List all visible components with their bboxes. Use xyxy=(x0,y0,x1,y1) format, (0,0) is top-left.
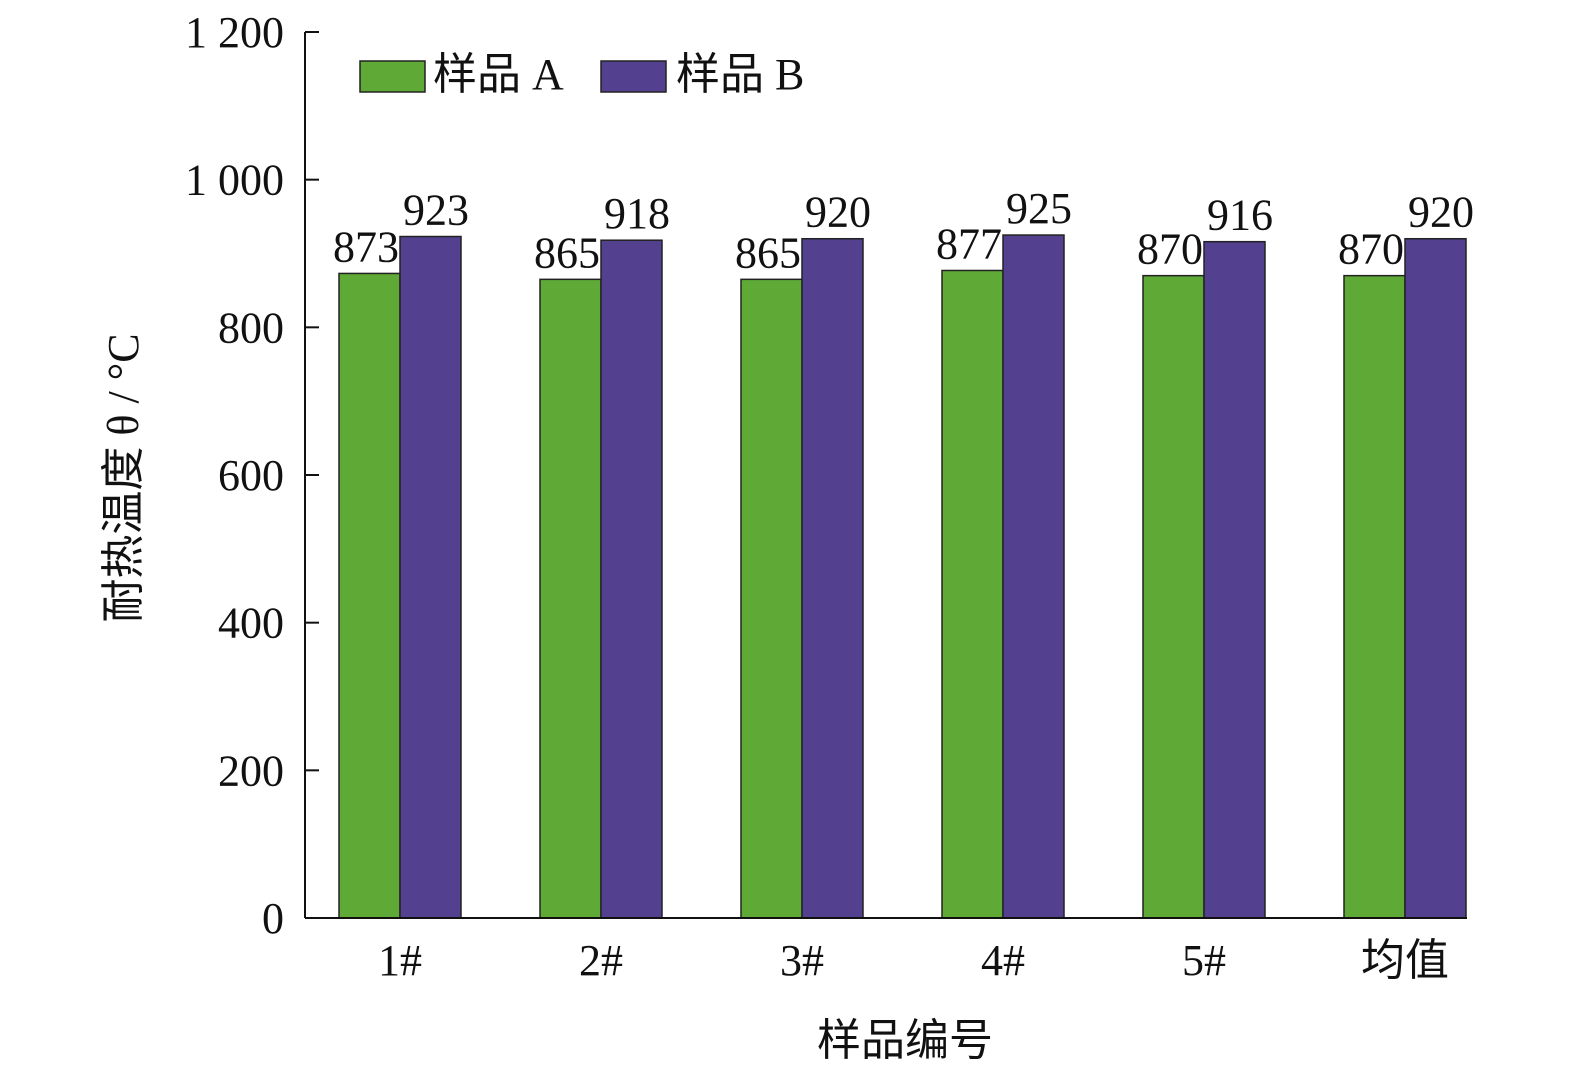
bar-sample-a xyxy=(1142,274,1205,919)
bar-sample-b xyxy=(1404,237,1467,919)
x-tick-label: 3# xyxy=(780,936,824,985)
bar-data-label: 918 xyxy=(604,189,670,238)
x-tick-label: 5# xyxy=(1182,936,1226,985)
bar-sample-b xyxy=(1203,240,1266,919)
y-axis-title: 耐热温度 θ / °C xyxy=(99,333,148,622)
bar-data-label: 873 xyxy=(333,222,399,271)
bar-sample-a xyxy=(338,272,401,919)
legend-label: 样品 B xyxy=(676,50,804,99)
bar-sample-b xyxy=(801,237,864,919)
bar-sample-b xyxy=(399,235,462,919)
bars-layer xyxy=(338,234,1467,919)
bar-data-label: 916 xyxy=(1207,191,1273,240)
bar-sample-a xyxy=(941,269,1004,919)
y-tick-label: 1 200 xyxy=(185,8,284,57)
legend-swatch xyxy=(359,60,426,93)
legend-label: 样品 A xyxy=(433,50,564,99)
bar-sample-a xyxy=(1343,274,1406,919)
x-ticks: 1# 2# 3# 4# 5# 均值 xyxy=(378,936,1449,985)
y-tick-label: 400 xyxy=(218,599,284,648)
bar-data-label: 920 xyxy=(1408,188,1474,237)
bar-sample-a xyxy=(740,278,803,919)
bar-sample-b xyxy=(1002,234,1065,919)
bar-data-label: 920 xyxy=(805,188,871,237)
bar-data-label: 865 xyxy=(534,228,600,277)
bar-data-label: 925 xyxy=(1006,184,1072,233)
bar-data-label: 865 xyxy=(735,228,801,277)
bar-data-label: 923 xyxy=(403,186,469,235)
legend: 样品 A 样品 B xyxy=(359,50,804,99)
y-tick-label: 200 xyxy=(218,746,284,795)
y-ticks: 0 200 400 600 800 1 000 1 200 xyxy=(185,8,319,943)
bar-sample-a xyxy=(539,278,602,919)
y-tick-label: 800 xyxy=(218,303,284,352)
bar-data-label: 870 xyxy=(1338,225,1404,274)
y-tick-label: 600 xyxy=(218,451,284,500)
y-tick-label: 0 xyxy=(262,894,284,943)
bar-data-label: 870 xyxy=(1137,225,1203,274)
bar-sample-b xyxy=(600,239,663,919)
x-tick-label: 1# xyxy=(378,936,422,985)
x-tick-label: 4# xyxy=(981,936,1025,985)
x-axis-title: 样品编号 xyxy=(817,1016,993,1065)
legend-swatch xyxy=(600,60,667,93)
x-tick-label: 均值 xyxy=(1361,936,1449,985)
axes-layer xyxy=(304,32,1467,919)
y-tick-label: 1 000 xyxy=(185,156,284,205)
x-tick-label: 2# xyxy=(579,936,623,985)
bar-data-label: 877 xyxy=(936,219,1002,268)
